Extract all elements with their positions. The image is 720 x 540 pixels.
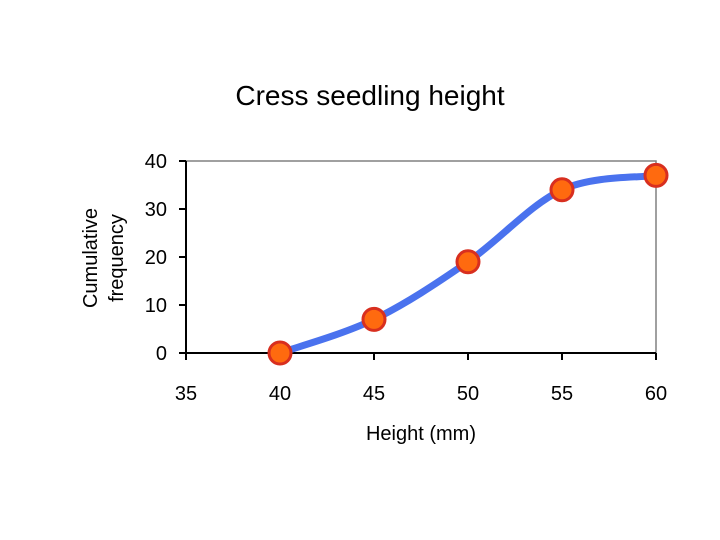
y-axis-title-line-1: Cumulative (80, 208, 102, 308)
data-point-45 (361, 306, 387, 332)
data-point-60 (643, 162, 669, 188)
plot-area: 0 10 20 30 40 35 40 45 50 55 60 (145, 151, 669, 405)
x-tick-label-55: 55 (551, 383, 573, 405)
x-tick-label-35: 35 (175, 383, 197, 405)
x-tick-label-60: 60 (645, 383, 667, 405)
data-point-50 (455, 249, 481, 275)
y-tick-label-10: 10 (145, 295, 167, 317)
plot-border (186, 160, 657, 353)
y-tick-label-0: 0 (156, 343, 167, 365)
y-tick-label-40: 40 (145, 151, 167, 173)
chart-title: Cress seedling height (235, 80, 505, 111)
y-tick-label-30: 30 (145, 199, 167, 221)
x-tick-label-50: 50 (457, 383, 479, 405)
x-tick-label-45: 45 (363, 383, 385, 405)
y-axis-title: Cumulative frequency (80, 208, 128, 308)
x-tick-label-40: 40 (269, 383, 291, 405)
y-axis-title-line-2: frequency (106, 214, 128, 302)
x-axis-title: Height (mm) (366, 423, 476, 445)
data-point-40 (267, 340, 293, 366)
y-tick-label-20: 20 (145, 247, 167, 269)
data-point-55 (549, 177, 575, 203)
